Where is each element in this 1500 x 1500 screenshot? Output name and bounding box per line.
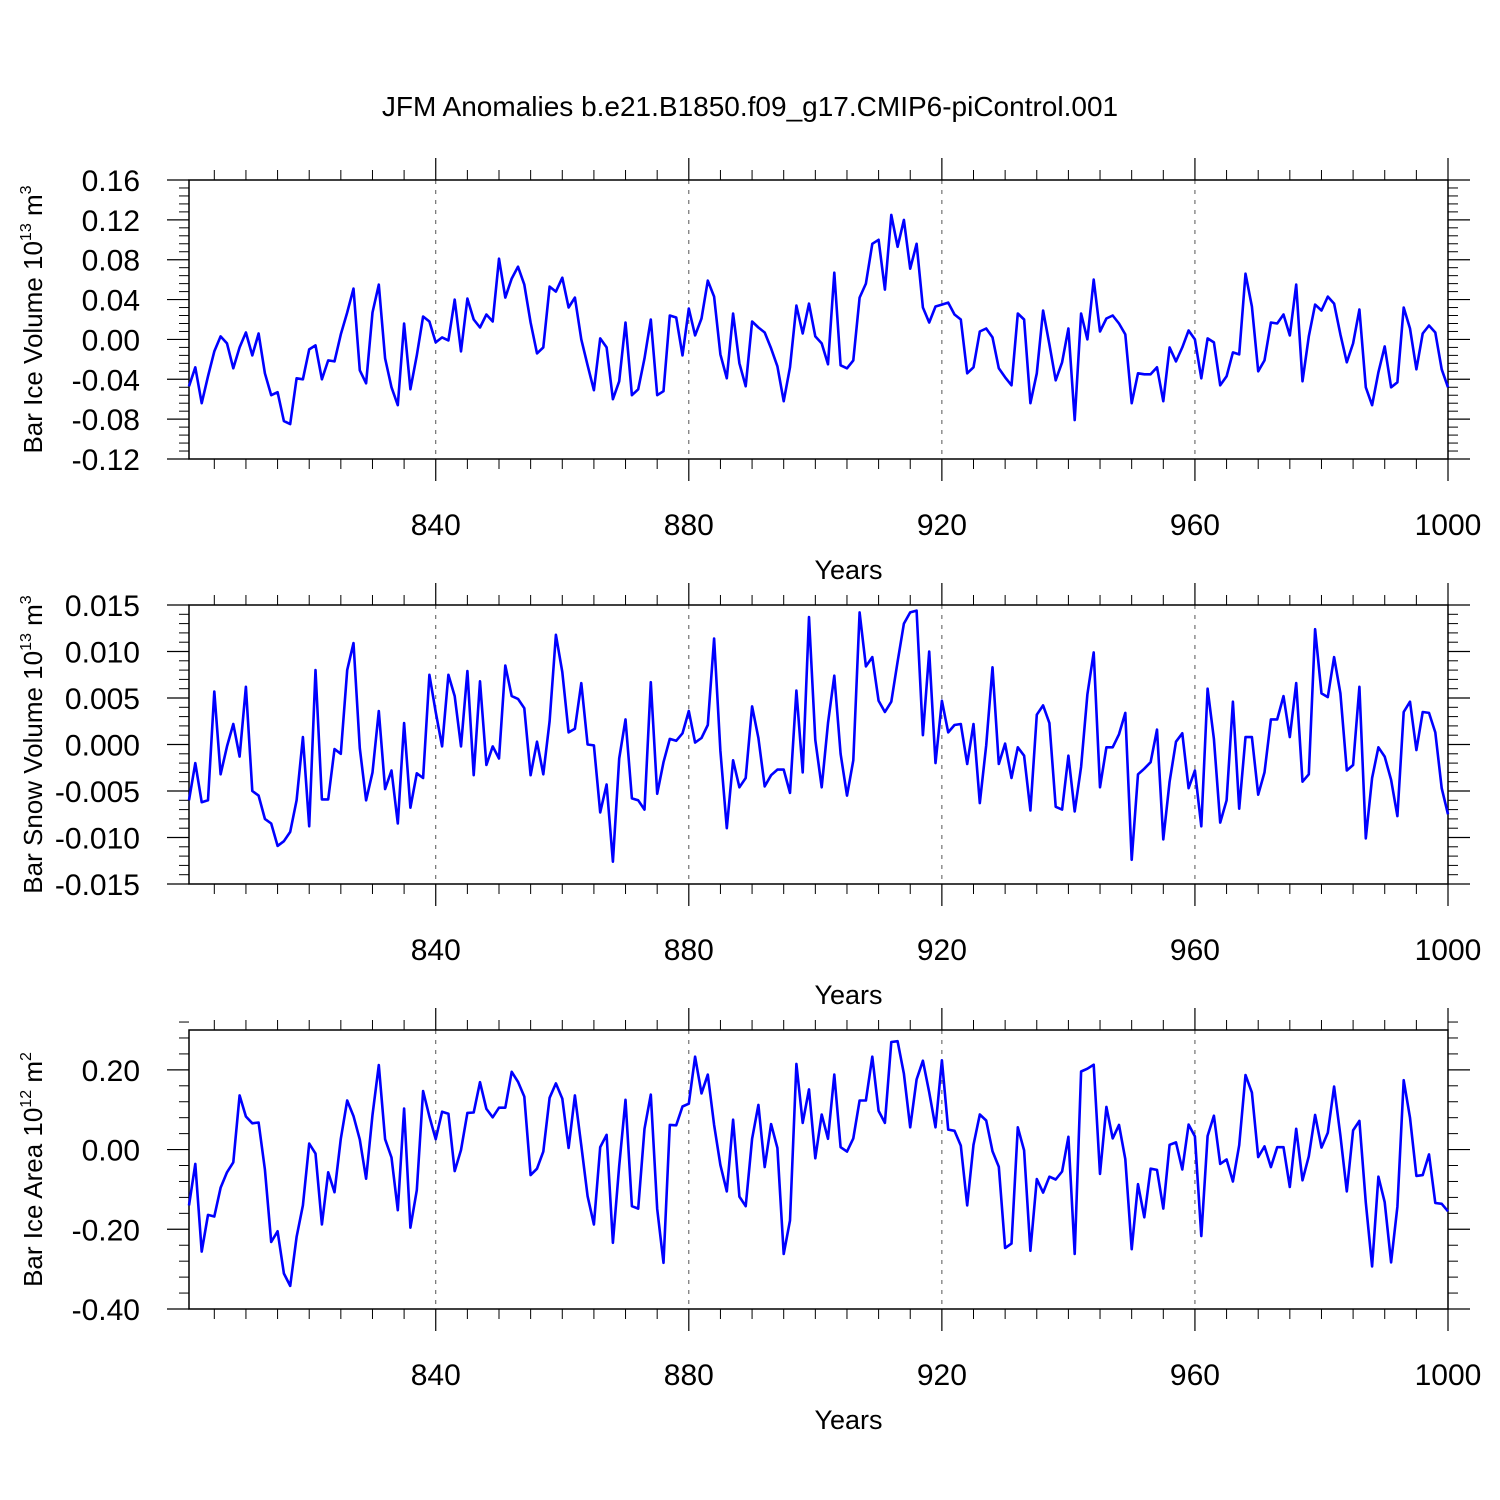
x-tick-label-1000: 1000 [1415,934,1482,967]
y-tick-label: -0.005 [55,776,140,809]
data-line-2 [187,609,1450,864]
y-tick-label: 0.00 [82,324,140,357]
y-axis-label: Bar Ice Volume 1013 m3 [18,185,48,453]
y-tick-label: -0.015 [55,869,140,902]
panel-3: 840 880 920 960 1000 -0.40 -0.20 0.00 0.20 Years B… [18,1008,1481,1435]
y-tick-label: 0.010 [65,637,140,670]
x-tick-label-920: 920 [917,1359,967,1392]
y-tick-label: 0.00 [82,1135,140,1168]
y-axis-label: Bar Snow Volume 1013 m3 [18,595,48,894]
plot-frame [188,604,1449,885]
panel-1: 840 880 920 960 1000 -0.12 -0.08 -0.04 0.00 0.04 0… [18,158,1481,585]
x-tick-label-880: 880 [664,1359,714,1392]
x-axis-label: Years [814,555,882,585]
x-tick-label-1000: 1000 [1415,1359,1482,1392]
y-tick-label: 0.16 [82,165,140,198]
x-axis-label: Years [814,1405,882,1435]
y-tick-label: -0.010 [55,823,140,856]
x-tick-label-920: 920 [917,934,967,967]
y-axis-label: Bar Ice Area 1012 m2 [18,1052,48,1287]
y-tick-label: 0.000 [65,730,140,763]
y-tick-label: -0.08 [72,404,140,437]
panel-2: 840 880 920 960 1000 -0.015 -0.010 -0.005 0.000 0… [18,583,1481,1010]
y-tick-label: 0.005 [65,683,140,716]
y-tick-label: 0.12 [82,205,140,238]
x-tick-label-960: 960 [1170,509,1220,542]
y-tick-label: 0.08 [82,245,140,278]
y-tick-label: -0.20 [72,1214,140,1247]
x-tick-label-840: 840 [411,509,461,542]
x-axis-label: Years [814,980,882,1010]
y-tick-label: 0.20 [82,1055,140,1088]
y-tick-label: -0.12 [72,444,140,477]
x-tick-label-880: 880 [664,509,714,542]
data-line-1 [187,213,1450,426]
y-tick-label: -0.40 [72,1294,140,1327]
x-tick-label-840: 840 [411,1359,461,1392]
x-tick-label-960: 960 [1170,1359,1220,1392]
x-tick-label-880: 880 [664,934,714,967]
plot-frame [188,179,1449,460]
chart-title: JFM Anomalies b.e21.B1850.f09_g17.CMIP6-… [382,91,1118,122]
x-tick-label-840: 840 [411,934,461,967]
y-tick-label: 0.015 [65,590,140,623]
y-tick-label: 0.04 [82,285,140,318]
y-tick-label: -0.04 [72,364,140,397]
x-tick-label-960: 960 [1170,934,1220,967]
panels: 840 880 920 960 1000 -0.12 -0.08 -0.04 0.00 0.04 0… [18,158,1481,1435]
data-line-3 [187,1039,1449,1288]
plot-frame [188,1029,1449,1310]
x-tick-label-1000: 1000 [1415,509,1482,542]
x-tick-label-920: 920 [917,509,967,542]
